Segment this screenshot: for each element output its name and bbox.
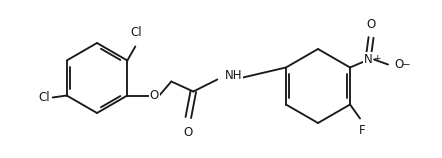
Text: O: O	[394, 58, 403, 71]
Text: Cl: Cl	[130, 27, 142, 40]
Text: N: N	[364, 53, 373, 66]
Text: NH: NH	[225, 69, 243, 82]
Text: −: −	[402, 61, 411, 70]
Text: +: +	[373, 55, 381, 64]
Text: O: O	[366, 18, 376, 30]
Text: O: O	[150, 89, 159, 102]
Text: Cl: Cl	[38, 91, 50, 104]
Text: F: F	[359, 125, 366, 137]
Text: O: O	[184, 125, 193, 139]
